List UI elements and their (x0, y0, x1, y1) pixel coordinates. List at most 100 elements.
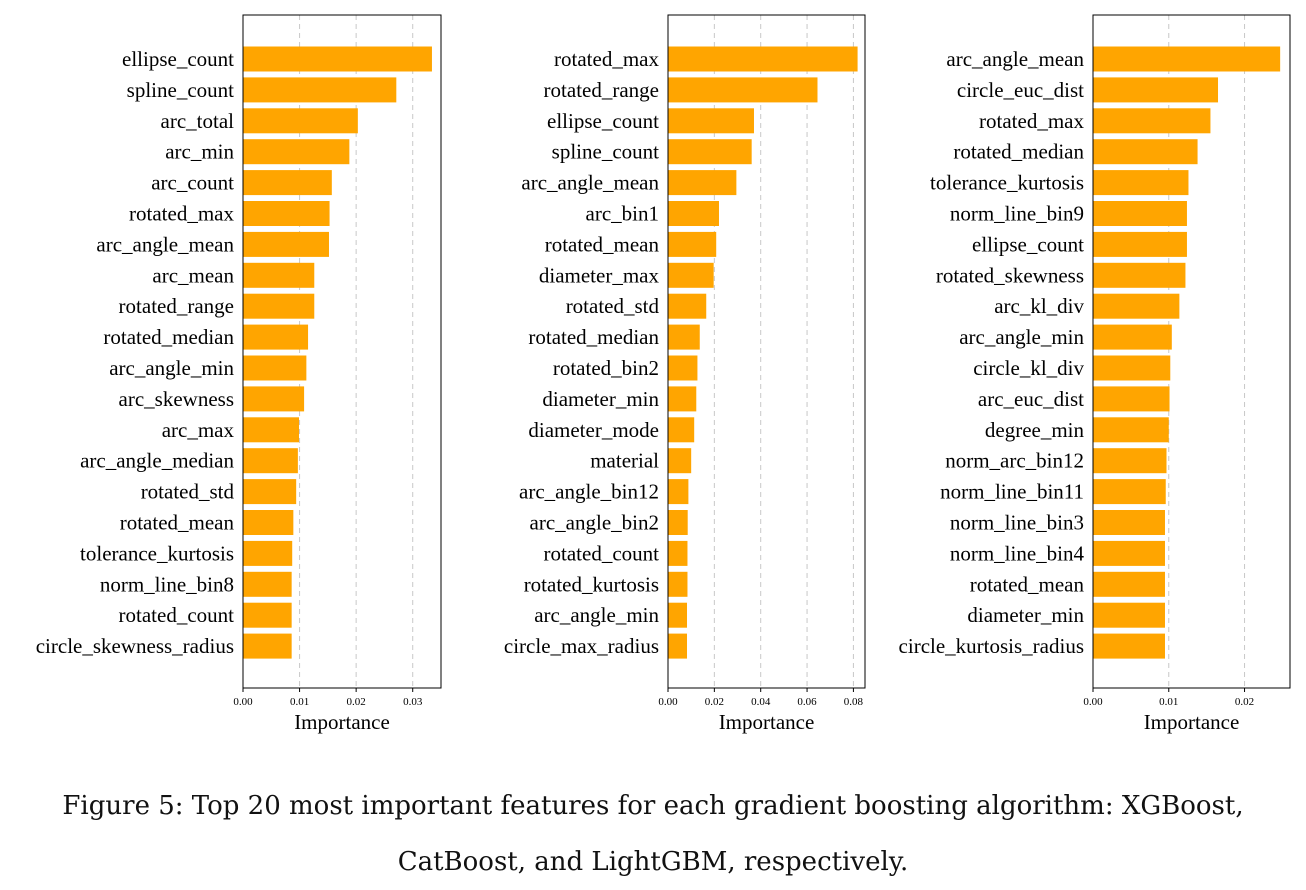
caption-line-1: Figure 5: Top 20 most important features… (62, 791, 1244, 821)
category-label: arc_min (165, 140, 234, 164)
category-label: rotated_range (544, 78, 659, 102)
category-label: norm_line_bin4 (950, 541, 1085, 565)
bar-arc-angle-min (243, 355, 307, 381)
x-tick-label: 0.08 (844, 696, 864, 708)
category-label: tolerance_kurtosis (930, 171, 1084, 195)
category-label: norm_arc_bin12 (945, 449, 1084, 473)
category-label: tolerance_kurtosis (80, 541, 234, 565)
bar-rotated-median (668, 324, 700, 350)
bar-rotated-median (243, 324, 309, 350)
bar-rotated-std (668, 293, 707, 319)
x-tick-label: 0.02 (347, 696, 366, 708)
bar-arc-mean (243, 262, 315, 288)
x-axis-title: Importance (1144, 710, 1240, 734)
bar-norm-line-bin4 (1093, 540, 1165, 566)
category-label: rotated_max (129, 202, 234, 226)
category-label: arc_skewness (119, 387, 234, 411)
category-label: arc_angle_bin12 (519, 480, 659, 504)
category-label: circle_max_radius (504, 634, 659, 658)
category-label: arc_max (162, 418, 235, 442)
category-label: norm_line_bin8 (100, 572, 234, 596)
category-label: arc_angle_mean (521, 171, 659, 195)
axes-frame (667, 14, 866, 689)
bar-arc-kl-div (1093, 293, 1180, 319)
bar-arc-angle-mean (668, 170, 737, 196)
category-label: arc_angle_mean (96, 232, 234, 256)
x-tick-label: 0.00 (658, 696, 678, 708)
category-label: arc_kl_div (994, 294, 1084, 318)
category-label: arc_total (161, 109, 235, 133)
category-label: arc_angle_mean (946, 47, 1084, 71)
category-label: rotated_max (979, 109, 1084, 133)
category-label: circle_euc_dist (957, 78, 1084, 102)
category-label: arc_euc_dist (978, 387, 1084, 411)
bar-ellipse-count (1093, 231, 1187, 257)
bar-rotated-max (668, 46, 858, 72)
category-label: rotated_std (566, 294, 660, 318)
figure-caption: Figure 5: Top 20 most important features… (0, 778, 1306, 890)
bar-norm-arc-bin12 (1093, 448, 1167, 474)
category-label: rotated_median (953, 140, 1084, 164)
category-label: arc_mean (152, 263, 234, 287)
category-label: rotated_count (119, 603, 235, 627)
category-label: circle_kl_div (973, 356, 1084, 380)
category-label: diameter_mode (528, 418, 659, 442)
bar-rotated-std (243, 479, 297, 505)
category-label: rotated_mean (970, 572, 1085, 596)
axes-frame (1092, 14, 1291, 689)
bar-circle-skewness-radius (243, 633, 292, 659)
bar-norm-line-bin11 (1093, 479, 1166, 505)
bar-arc-bin1 (668, 201, 719, 226)
category-label: rotated_count (544, 541, 660, 565)
panel-catboost: rotated_max rotated_range ellipse_countspl… (504, 14, 866, 734)
panel-lightgbm: arc_angle_mean circle_euc_dist rotated_max… (899, 14, 1291, 734)
category-label: diameter_min (967, 603, 1084, 627)
bar-arc-angle-mean (243, 231, 329, 257)
bar-rotated-max (1093, 108, 1211, 134)
bar-arc-skewness (243, 386, 305, 412)
bar-circle-kl-div (1093, 355, 1171, 381)
category-label: degree_min (985, 418, 1085, 442)
category-label: rotated_mean (545, 232, 660, 256)
category-label: arc_angle_bin2 (530, 511, 659, 535)
bar-arc-total (243, 108, 358, 134)
bar-rotated-range (668, 77, 818, 103)
bar-arc-euc-dist (1093, 386, 1170, 412)
bar-arc-max (243, 417, 300, 443)
bar-spline-count (243, 77, 397, 103)
bar-rotated-mean (668, 231, 717, 257)
x-tick-label: 0.03 (403, 696, 423, 708)
x-tick-label: 0.02 (705, 696, 724, 708)
bar-diameter-max (668, 262, 714, 288)
category-label: diameter_min (542, 387, 659, 411)
category-label: rotated_kurtosis (524, 572, 659, 596)
category-label: arc_angle_min (959, 325, 1084, 349)
category-label: arc_count (151, 171, 234, 195)
bar-ellipse-count (243, 46, 432, 72)
panel-xgboost: ellipse_count spline_count arc_total arc_mi… (36, 14, 442, 734)
x-tick-label: 0.00 (1083, 696, 1103, 708)
x-tick-label: 0.02 (1235, 696, 1254, 708)
bar-rotated-skewness (1093, 262, 1186, 288)
x-tick-label: 0.00 (233, 696, 253, 708)
category-label: rotated_skewness (936, 263, 1084, 287)
category-label: rotated_max (554, 47, 659, 71)
category-label: spline_count (552, 140, 659, 164)
x-tick-label: 0.04 (751, 696, 771, 708)
category-label: ellipse_count (547, 109, 659, 133)
category-label: arc_angle_min (109, 356, 234, 380)
category-label: diameter_max (539, 263, 660, 287)
bar-rotated-range (243, 293, 315, 319)
bar-rotated-kurtosis (668, 571, 688, 597)
category-label: arc_bin1 (586, 202, 659, 226)
bar-circle-max-radius (668, 633, 688, 659)
bar-circle-euc-dist (1093, 77, 1219, 103)
bar-arc-angle-min (1093, 324, 1172, 350)
bar-tolerance-kurtosis (243, 540, 293, 566)
bar-norm-line-bin3 (1093, 510, 1165, 535)
bar-diameter-mode (668, 417, 695, 443)
category-label: rotated_median (528, 325, 659, 349)
bar-arc-angle-bin12 (668, 479, 689, 505)
bar-arc-angle-mean (1093, 46, 1281, 72)
